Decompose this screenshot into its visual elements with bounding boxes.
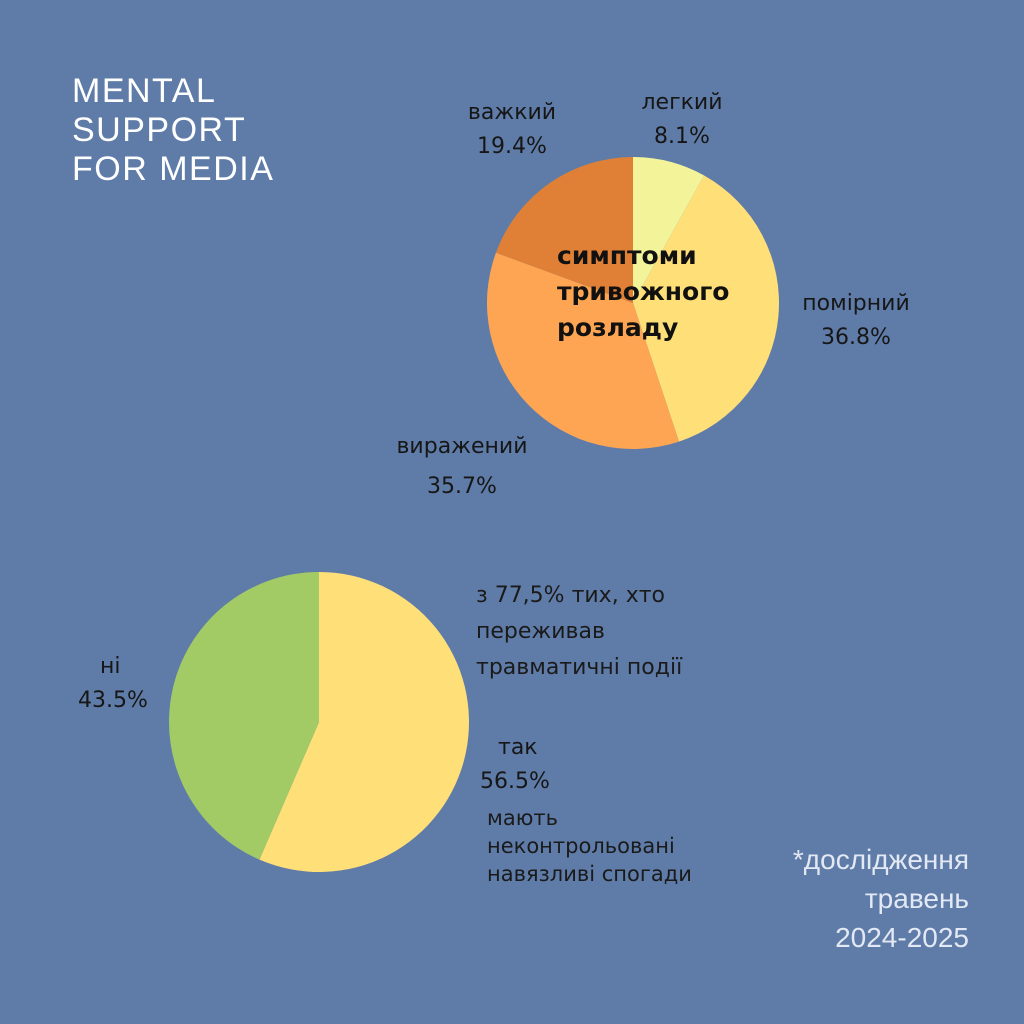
slice-label: помірний bbox=[802, 291, 910, 316]
pie1-label-pronounced: виражений 35.7% bbox=[382, 427, 542, 507]
pie2-label-no: ні 43.5% bbox=[74, 650, 148, 718]
slice-value: 8.1% bbox=[654, 124, 710, 149]
brand-line: MENTAL bbox=[72, 72, 217, 110]
pie2-annotation-top: з 77,5% тих, хто переживав травматичні п… bbox=[476, 578, 682, 686]
annotation-line: з 77,5% тих, хто bbox=[476, 583, 665, 608]
footnote-line: 2024-2025 bbox=[835, 922, 969, 953]
research-footnote: *дослідження травень 2024-2025 bbox=[793, 840, 969, 957]
chart-title-line: симптоми bbox=[557, 241, 697, 270]
annotation-line: неконтрольовані bbox=[487, 834, 675, 858]
chart-title-line: тривожного bbox=[557, 277, 730, 306]
pie2-annotation-bottom: мають неконтрольовані навязливі спогади bbox=[487, 804, 692, 888]
slice-value: 19.4% bbox=[477, 134, 547, 159]
brand-line: FOR MEDIA bbox=[72, 150, 275, 188]
pie1-center-title: симптоми тривожного розладу bbox=[557, 238, 767, 346]
slice-value: 35.7% bbox=[427, 474, 497, 499]
annotation-line: навязливі спогади bbox=[487, 862, 692, 886]
slice-value: 36.8% bbox=[821, 325, 891, 350]
slice-yes bbox=[259, 572, 470, 872]
annotation-line: травматичні події bbox=[476, 655, 683, 680]
slice-moderate bbox=[633, 175, 780, 442]
brand-title: MENTAL SUPPORT FOR MEDIA bbox=[72, 72, 332, 189]
intrusive-memories-pie-chart bbox=[169, 572, 470, 872]
slice-value: 43.5% bbox=[78, 688, 148, 713]
slice-heavy bbox=[495, 157, 633, 303]
pie2-label-yes: так 56.5% bbox=[480, 731, 580, 799]
annotation-line: переживав bbox=[476, 619, 605, 644]
pie1-label-moderate: помірний 36.8% bbox=[786, 287, 926, 355]
slice-label: легкий bbox=[641, 90, 723, 115]
pie1-label-light: легкий 8.1% bbox=[622, 86, 742, 154]
slice-label: виражений bbox=[396, 434, 528, 459]
slice-value: 56.5% bbox=[480, 769, 550, 794]
pie1-label-heavy: важкий 19.4% bbox=[452, 96, 572, 164]
slice-label: ні bbox=[100, 654, 121, 679]
slice-pronounced bbox=[486, 252, 679, 450]
annotation-line: мають bbox=[487, 806, 558, 830]
slice-label: так bbox=[498, 735, 538, 760]
chart-title-line: розладу bbox=[557, 313, 679, 342]
slice-light bbox=[633, 157, 705, 303]
slice-label: важкий bbox=[467, 100, 557, 125]
footnote-line: травень bbox=[864, 883, 969, 914]
brand-line: SUPPORT bbox=[72, 111, 247, 149]
footnote-line: *дослідження bbox=[792, 844, 969, 875]
anxiety-pie-chart bbox=[486, 157, 780, 450]
slice-no bbox=[169, 572, 319, 860]
